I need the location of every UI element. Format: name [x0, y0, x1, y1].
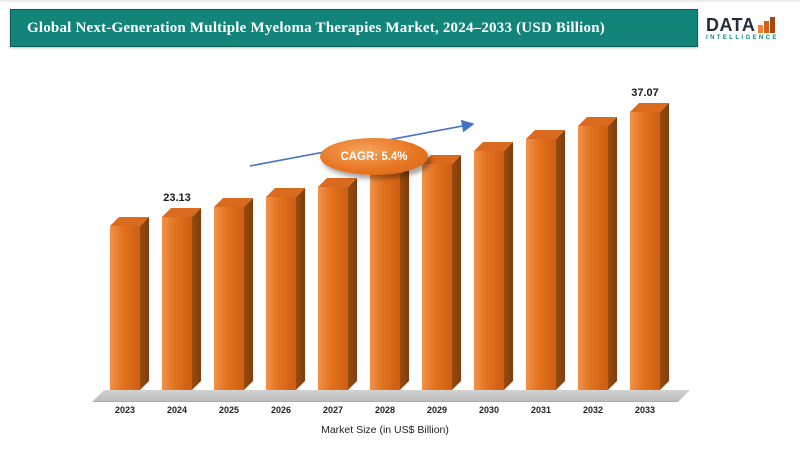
bar-2024: 23.13 [162, 192, 201, 390]
header: Global Next-Generation Multiple Myeloma … [10, 9, 792, 47]
bar-2028 [370, 166, 409, 390]
chart-title: Global Next-Generation Multiple Myeloma … [27, 19, 605, 36]
x-tick-2028: 2028 [374, 405, 396, 415]
bar-front-face [162, 217, 192, 390]
brand-logo-top: DATA [706, 15, 776, 35]
bar-side-face [504, 142, 513, 390]
bar-side-face [452, 155, 461, 390]
bar-2031 [526, 130, 565, 390]
bar-2025 [214, 198, 253, 390]
chart-title-bar: Global Next-Generation Multiple Myeloma … [10, 9, 698, 47]
chart-floor [92, 390, 690, 402]
data-label-2033: 37.07 [631, 87, 659, 99]
bar-front-face [318, 187, 348, 390]
bar-side-face [348, 178, 357, 390]
bar-front-face [474, 151, 504, 390]
x-tick-2031: 2031 [530, 405, 552, 415]
bar-front-face [422, 164, 452, 390]
bar-side-face [660, 103, 669, 390]
bar-2026 [266, 188, 305, 390]
x-tick-2030: 2030 [478, 405, 500, 415]
data-label-2024: 23.13 [163, 192, 191, 204]
bar-2030 [474, 142, 513, 390]
bar-2027 [318, 178, 357, 390]
cagr-label: CAGR: 5.4% [340, 150, 408, 163]
bar-2023 [110, 217, 149, 390]
bar-chart-logo-icon [758, 17, 776, 33]
x-axis-labels: 2023 2024 2025 2026 2027 2028 2029 2030 2031 2032… [110, 405, 660, 415]
x-tick-2032: 2032 [582, 405, 604, 415]
x-tick-2023: 2023 [114, 405, 136, 415]
bars: 23.13 37.07 [110, 87, 669, 390]
x-tick-2026: 2026 [270, 405, 292, 415]
bar-front-face [214, 207, 244, 390]
bar-side-face [140, 217, 149, 390]
bar-side-face [400, 166, 409, 390]
x-tick-2033: 2033 [634, 405, 656, 415]
bar-2029 [422, 155, 461, 390]
brand-logo: DATA INTELLIGENCE [706, 9, 792, 47]
bar-side-face [556, 130, 565, 390]
bar-side-face [244, 198, 253, 390]
chart-area: CAGR: 5.4% 23.13 37.07 2023 2024 2025 2026 20… [0, 52, 800, 449]
x-axis-title: Market Size (in US$ Billion) [321, 424, 449, 436]
bar-2033: 37.07 [630, 87, 669, 390]
x-tick-2029: 2029 [426, 405, 448, 415]
bar-side-face [296, 188, 305, 390]
x-tick-2024: 2024 [166, 405, 188, 415]
bar-front-face [526, 139, 556, 390]
bar-side-face [608, 117, 617, 390]
bar-2032 [578, 117, 617, 390]
bar-front-face [630, 112, 660, 390]
x-tick-2025: 2025 [218, 405, 240, 415]
bar-front-face [370, 175, 400, 390]
x-tick-2027: 2027 [322, 405, 344, 415]
bar-front-face [110, 226, 140, 390]
bar-side-face [192, 208, 201, 390]
brand-subname: INTELLIGENCE [706, 35, 779, 41]
bar-front-face [578, 126, 608, 390]
bar-front-face [266, 197, 296, 390]
cagr-badge: CAGR: 5.4% [320, 138, 428, 175]
brand-name: DATA [706, 15, 756, 35]
